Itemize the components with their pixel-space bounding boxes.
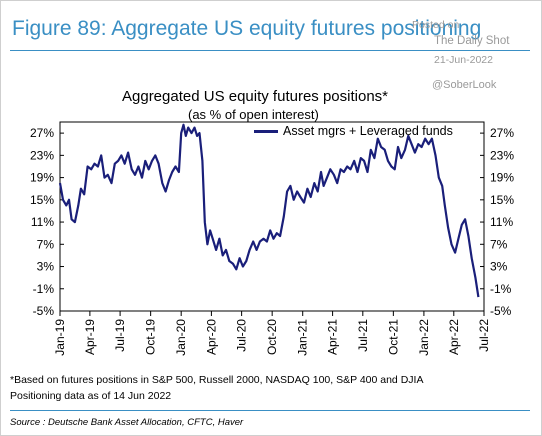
y-tick-label-right: -1% [490,282,512,296]
y-tick-label-right: -5% [490,304,512,318]
source-note: Source : Deutsche Bank Asset Allocation,… [10,417,244,428]
y-tick-label-right: 19% [490,171,514,185]
x-tick-label: Jul-19 [113,319,127,352]
figure-title: Figure 89: Aggregate US equity futures p… [12,17,482,40]
x-tick-label: Jul-20 [235,319,249,352]
watermark-site: The Daily Shot [434,35,510,47]
y-tick-label-right: 23% [490,148,514,162]
x-tick-label: Jul-22 [477,319,491,352]
x-tick-label: Apr-21 [326,319,340,355]
x-tick-label: Jul-21 [356,319,370,352]
legend: Asset mgrs + Leveraged funds [254,124,453,138]
y-tick-label-right: 15% [490,193,514,207]
y-tick-label-right: 7% [490,237,508,251]
x-tick-label: Jan-20 [174,319,188,356]
y-tick-label-left: 7% [37,237,55,251]
y-tick-label-right: 27% [490,126,514,140]
y-tick-label-right: 3% [490,260,508,274]
footnote-data-date: Positioning data as of 14 Jun 2022 [10,390,172,402]
x-tick-label: Apr-19 [83,319,97,355]
chart-subtitle: (as % of open interest) [188,107,319,122]
legend-swatch [254,129,278,133]
y-tick-label-right: 11% [490,215,513,229]
x-tick-label: Apr-22 [447,319,461,355]
footnote-indices: *Based on futures positions in S&P 500, … [10,374,424,386]
legend-label: Asset mgrs + Leveraged funds [283,124,453,138]
watermark-date: 21-Jun-2022 [434,54,493,66]
x-tick-label: Jan-22 [417,319,431,356]
x-tick-label: Jan-21 [296,319,310,356]
y-tick-label-left: 23% [30,148,54,162]
title-rule [10,50,530,51]
x-tick-label: Apr-20 [204,319,218,355]
y-tick-label-left: 11% [31,215,54,229]
footer-rule [10,410,530,411]
series-line-asset-mgrs-leveraged-funds [58,123,480,298]
y-tick-label-left: -5% [33,304,55,318]
plot-frame [59,121,485,312]
chart-title: Aggregated US equity futures positions* [122,88,388,105]
x-tick-label: Oct-21 [386,319,400,355]
y-tick-label-left: 27% [30,126,54,140]
watermark-posted: Posted on [412,19,460,31]
x-tick-label: Oct-19 [144,319,158,355]
x-tick-label: Oct-20 [265,319,279,355]
x-tick-label: Jan-19 [53,319,67,356]
y-tick-label-left: 19% [30,171,54,185]
y-tick-label-left: -1% [33,282,55,296]
y-tick-label-left: 15% [30,193,54,207]
watermark-handle: @SoberLook [432,79,497,91]
y-tick-label-left: 3% [37,260,55,274]
